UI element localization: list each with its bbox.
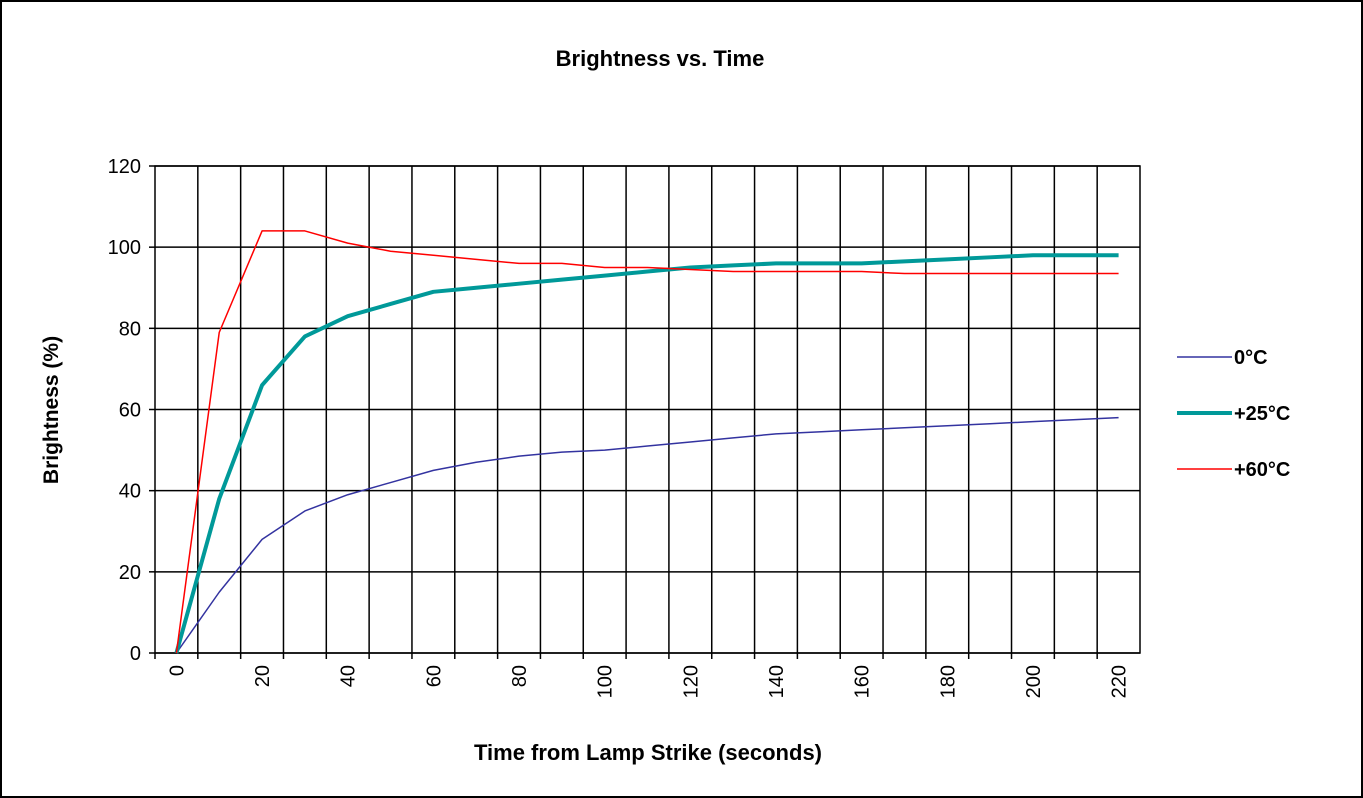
y-tick-label: 0 [130,643,141,665]
y-tick-label: 20 [119,562,141,584]
legend-label: 0°C [1234,347,1268,369]
x-tick-label: 20 [252,665,274,687]
x-tick-label: 220 [1109,665,1131,698]
x-tick-label: 160 [852,665,874,698]
x-tick-label: 180 [937,665,959,698]
y-tick-label: 100 [108,237,141,259]
legend-label: +25°C [1234,403,1290,425]
chart-title: Brightness vs. Time [556,46,765,71]
x-tick-label: 0 [166,665,188,676]
series-line [174,253,1119,654]
x-tick-label: 40 [338,665,360,687]
x-tick-label: 100 [595,665,617,698]
x-tick-label: 200 [1023,665,1045,698]
legend-label: +60°C [1234,459,1290,481]
y-tick-label: 80 [119,318,141,340]
x-tick-label: 60 [423,665,445,687]
y-tick-label: 60 [119,400,141,422]
x-tick-label: 120 [680,665,702,698]
x-tick-label: 80 [509,665,531,687]
y-axis-title: Brightness (%) [40,336,63,484]
y-tick-label: 40 [119,481,141,503]
series-line [175,230,1119,654]
series-line [175,416,1119,654]
y-tick-label: 120 [108,156,141,178]
x-axis-title: Time from Lamp Strike (seconds) [474,740,822,765]
x-tick-label: 140 [766,665,788,698]
